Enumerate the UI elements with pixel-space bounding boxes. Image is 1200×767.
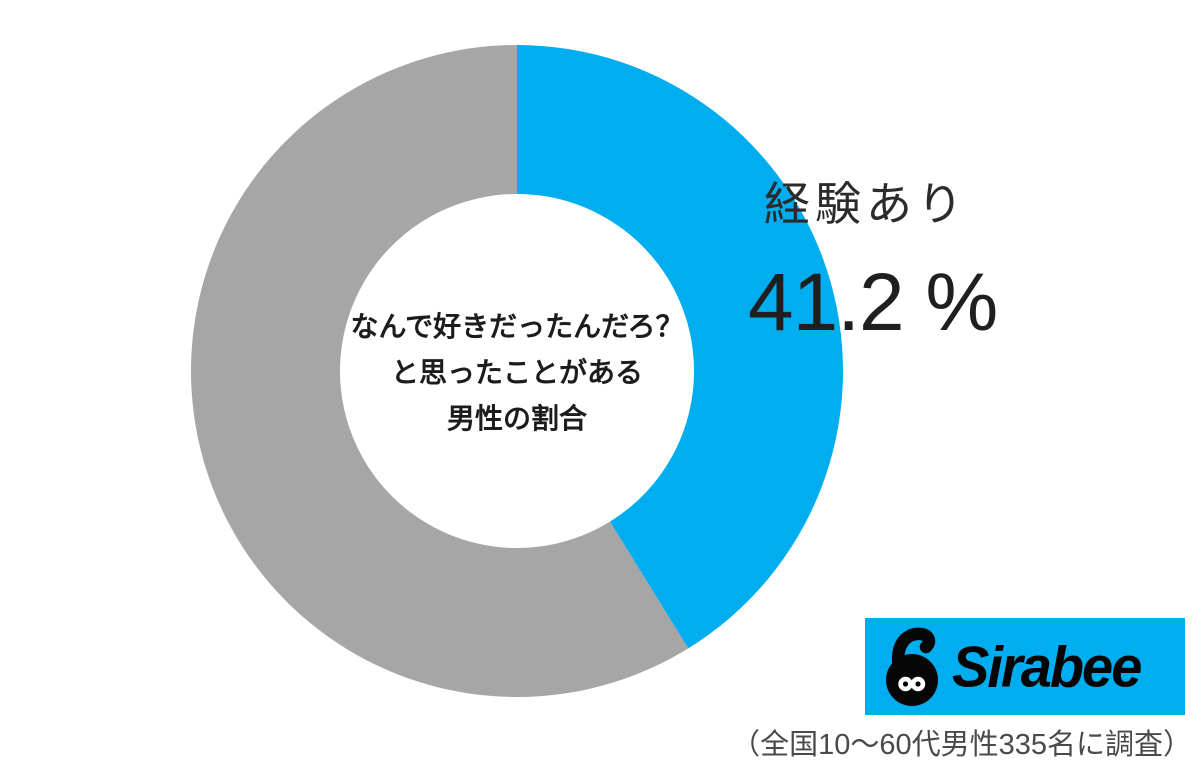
center-caption-line-3: 男性の割合: [446, 403, 588, 434]
sirabee-wordmark: Sirabee: [952, 634, 1142, 699]
donut-center-caption: なんで好きだったんだろ？ と思ったことがある 男性の割合: [351, 304, 684, 442]
donut-segment-1: [191, 45, 689, 697]
callout-segment-label: 経験あり: [764, 178, 968, 230]
center-caption-line-1: なんで好きだったんだろ？: [350, 311, 684, 342]
value-callout: 経験あり 41.2 %: [748, 168, 998, 350]
sirabee-logo: Sirabee: [865, 618, 1185, 715]
center-caption-line-2: と思ったことがある: [390, 357, 644, 388]
donut-chart: [191, 45, 843, 697]
callout-percentage-value: 41.2 %: [748, 257, 998, 348]
donut-segment-0: [517, 45, 843, 649]
sirabee-bee-icon: [886, 627, 938, 706]
survey-footnote: （全国10〜60代男性335名に調査）: [731, 729, 1192, 761]
